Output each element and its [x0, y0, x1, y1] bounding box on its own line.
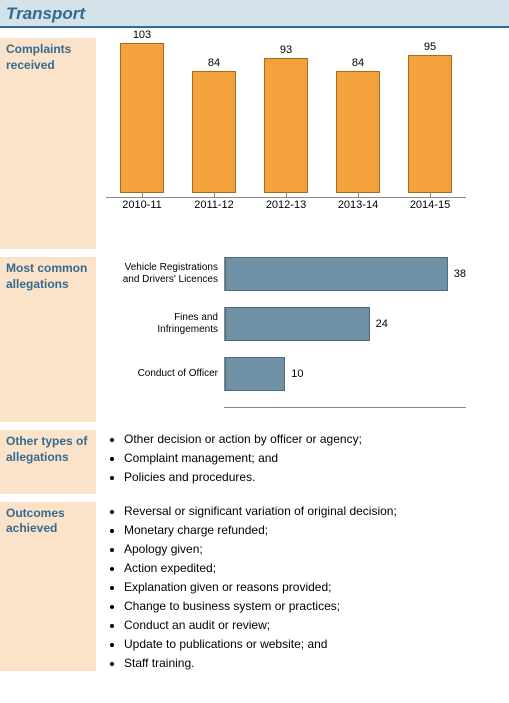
label-spacer: [0, 541, 96, 671]
list-item: Complaint management; and: [124, 449, 509, 467]
list-item: Update to publications or website; and: [124, 635, 509, 653]
allegation-bar-row: Conduct of Officer 10: [116, 357, 466, 391]
label-allegations-common: Most common allegations: [0, 257, 96, 296]
complaints-bar: 84: [328, 57, 388, 197]
page-title: Transport: [6, 4, 503, 24]
bar-rect: [192, 71, 236, 193]
list-item: Apology given;: [124, 540, 509, 558]
list-item: Conduct an audit or review;: [124, 616, 509, 634]
list-item: Change to business system or practices;: [124, 597, 509, 615]
section-complaints: Complaints received 10384938495 2010-112…: [0, 38, 509, 249]
bar-value: 93: [280, 44, 292, 56]
bar-value: 84: [352, 57, 364, 69]
list-item: Reversal or significant variation of ori…: [124, 502, 509, 520]
section-allegations-other: Other types of allegations Other decisio…: [0, 430, 509, 493]
hbar-value: 10: [291, 368, 303, 380]
axis-tick: [358, 192, 359, 197]
hbar-track: 38: [224, 257, 466, 291]
complaints-bar: 103: [112, 29, 172, 197]
bar-rect: [336, 71, 380, 193]
list-item: Other decision or action by officer or a…: [124, 430, 509, 448]
hbar-axis: [224, 407, 466, 408]
section-allegations-common: Most common allegations Vehicle Registra…: [0, 257, 509, 422]
label-spacer: [0, 296, 96, 422]
list-item: Staff training.: [124, 654, 509, 672]
outcomes-list: Reversal or significant variation of ori…: [106, 502, 509, 672]
bar-rect: [264, 58, 308, 193]
xaxis-label: 2012-13: [256, 199, 316, 211]
axis-tick: [430, 192, 431, 197]
xaxis-label: 2011-12: [184, 199, 244, 211]
hbar-label: Conduct of Officer: [116, 368, 224, 381]
bar-value: 103: [133, 29, 151, 41]
xaxis-label: 2010-11: [112, 199, 172, 211]
bar-value: 95: [424, 41, 436, 53]
label-allegations-other: Other types of allegations: [0, 430, 96, 469]
complaints-plot: 10384938495: [106, 38, 466, 198]
complaints-bar: 93: [256, 44, 316, 197]
hbar-value: 24: [376, 318, 388, 330]
allegations-chart: Vehicle Registrations and Drivers' Licen…: [106, 257, 466, 408]
allegation-bar-row: Vehicle Registrations and Drivers' Licen…: [116, 257, 466, 291]
xaxis-label: 2014-15: [400, 199, 460, 211]
label-complaints: Complaints received: [0, 38, 96, 77]
xaxis-label: 2013-14: [328, 199, 388, 211]
page-header: Transport: [0, 0, 509, 28]
allegations-other-list: Other decision or action by officer or a…: [106, 430, 509, 486]
complaints-xaxis: 2010-11 2011-12 2012-13 2013-14 2014-15: [106, 199, 466, 211]
hbar-rect: [225, 357, 285, 391]
allegation-bar-row: Fines and Infringements 24: [116, 307, 466, 341]
label-outcomes: Outcomes achieved: [0, 502, 96, 541]
bar-rect: [120, 43, 164, 193]
label-spacer: [0, 77, 96, 249]
bar-rect: [408, 55, 452, 193]
hbar-track: 10: [224, 357, 466, 391]
hbar-rect: [225, 257, 448, 291]
axis-tick: [142, 192, 143, 197]
list-item: Monetary charge refunded;: [124, 521, 509, 539]
label-spacer: [0, 470, 96, 494]
complaints-bar: 95: [400, 41, 460, 197]
axis-tick: [286, 192, 287, 197]
list-item: Explanation given or reasons provided;: [124, 578, 509, 596]
list-item: Action expedited;: [124, 559, 509, 577]
hbar-track: 24: [224, 307, 466, 341]
section-outcomes: Outcomes achieved Reversal or significan…: [0, 502, 509, 673]
hbar-label: Fines and Infringements: [116, 312, 224, 337]
list-item: Policies and procedures.: [124, 468, 509, 486]
hbar-rect: [225, 307, 370, 341]
bar-value: 84: [208, 57, 220, 69]
hbar-value: 38: [454, 268, 466, 280]
complaints-bar: 84: [184, 57, 244, 197]
complaints-chart: 10384938495 2010-112011-122012-132013-14…: [106, 38, 466, 238]
hbar-label: Vehicle Registrations and Drivers' Licen…: [116, 262, 224, 287]
axis-tick: [214, 192, 215, 197]
